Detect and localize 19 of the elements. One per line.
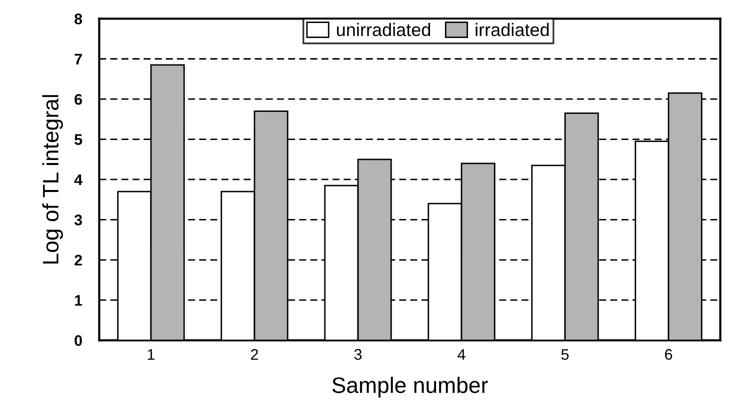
y-axis-title: Log of TL integral bbox=[42, 95, 63, 264]
legend-label: irradiated bbox=[476, 22, 549, 36]
y-tick-label: 8 bbox=[74, 14, 82, 24]
x-tick-label: 1 bbox=[148, 349, 154, 360]
y-tick-label: 4 bbox=[74, 174, 82, 186]
y-tick-label: 1 bbox=[75, 295, 82, 306]
x-tick-label: 5 bbox=[561, 349, 569, 360]
x-axis-title: Sample number bbox=[332, 376, 488, 398]
y-tick-label: 3 bbox=[74, 214, 82, 226]
legend-label: unirradiated bbox=[337, 22, 430, 36]
x-tick-label: 6 bbox=[665, 349, 672, 360]
y-tick-label: 6 bbox=[74, 94, 82, 105]
x-tick-label: 4 bbox=[458, 349, 466, 360]
y-tick-label: 5 bbox=[74, 134, 82, 145]
y-tick-label: 2 bbox=[74, 254, 82, 266]
y-tick-label: 7 bbox=[74, 54, 82, 64]
x-tick-label: 3 bbox=[354, 349, 362, 360]
y-tick-label: 0 bbox=[74, 335, 82, 346]
x-tick-label: 2 bbox=[251, 349, 258, 360]
